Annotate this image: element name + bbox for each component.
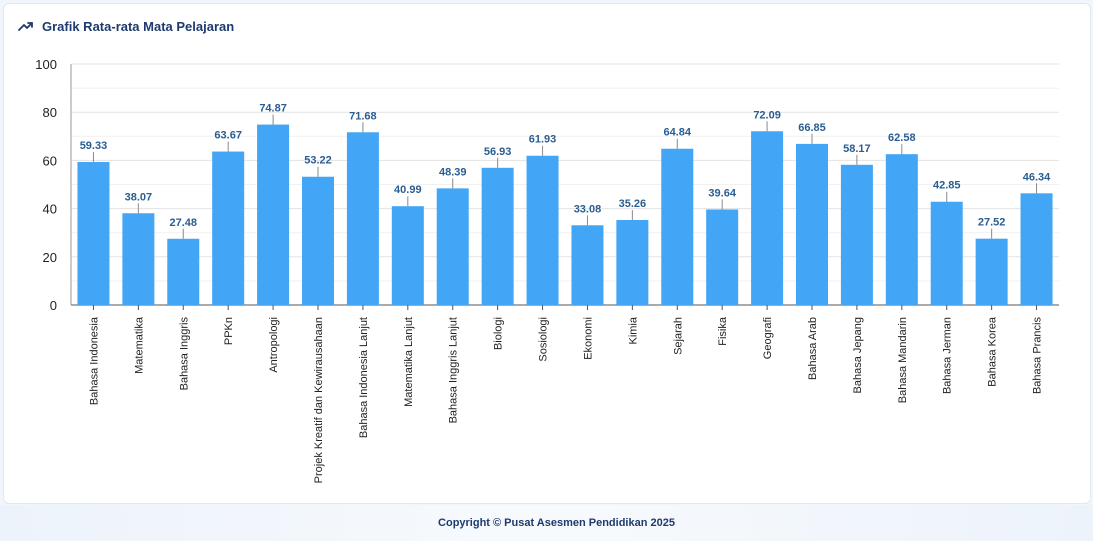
bar [616,220,649,305]
bar [796,143,828,305]
category-label: Sosiologi [538,317,550,362]
value-label: 71.68 [349,110,377,122]
value-label: 42.85 [933,180,961,192]
value-label: 40.99 [394,184,422,196]
category-label: Matematika [133,316,145,374]
value-label: 38.07 [125,191,153,203]
bar [302,176,334,305]
category-label: Bahasa Jepang [852,317,864,393]
category-label: Sejarah [672,317,684,355]
category-label: Kimia [627,316,639,344]
category-label: Bahasa Korea [987,316,999,387]
bar [751,131,784,305]
value-label: 46.34 [1023,171,1051,183]
bar-chart: 0 20 40 60 80 100 59.33 Bahasa Indonesia 38.07 Ma… [35,57,1059,483]
bar [661,148,694,305]
value-label: 66.85 [798,122,826,134]
bar [77,162,110,305]
copyright-text: Copyright © Pusat Asesmen Pendidikan 202… [438,517,675,529]
value-label: 33.08 [574,203,602,215]
bar [571,225,604,305]
trending-up-icon [18,22,33,31]
y-tick-label: 100 [35,57,57,72]
bar [930,201,963,305]
value-label: 27.52 [978,217,1006,229]
bar [526,155,559,305]
y-tick-label: 60 [43,153,57,168]
y-tick-label: 40 [43,202,57,217]
value-label: 74.87 [259,103,287,115]
footer: Copyright © Pusat Asesmen Pendidikan 202… [0,505,1093,541]
chart-title: Grafik Rata-rata Mata Pelajaran [42,18,235,34]
value-label: 53.22 [304,155,332,167]
bar [167,238,200,305]
value-label: 63.67 [214,130,242,142]
bar [706,209,739,305]
value-label: 58.17 [843,143,871,155]
category-label: Antropologi [268,317,280,373]
category-label: Matematika Lanjut [403,317,415,407]
category-label: Fisika [717,316,729,346]
bar [391,206,424,305]
value-label: 62.58 [888,132,916,144]
value-label: 39.64 [708,187,736,199]
bar [257,124,290,306]
category-label: Bahasa Inggris Lanjut [448,317,460,423]
bar [212,151,245,305]
value-label: 64.84 [664,127,692,139]
value-label: 56.93 [484,146,512,158]
category-label: Bahasa Arab [807,317,819,380]
bar [346,132,379,305]
value-label: 48.39 [439,166,467,178]
bar [975,238,1008,305]
category-label: PPKn [223,317,235,345]
category-label: Biologi [493,317,505,350]
y-tick-label: 20 [43,250,57,265]
y-tick-label: 80 [43,105,57,120]
bar [436,188,469,305]
value-label: 72.09 [753,109,781,121]
bar [1020,193,1053,305]
category-label: Bahasa Indonesia [88,316,100,405]
category-label: Bahasa Jerman [942,317,954,394]
value-label: 61.93 [529,134,557,146]
bar [122,213,155,305]
category-label: Bahasa Inggris [178,317,190,391]
bar [481,167,514,305]
category-label: Bahasa Mandarin [897,317,909,403]
value-label: 59.33 [80,140,108,152]
bar [840,164,873,305]
category-label: Bahasa Indonesia Lanjut [358,317,370,438]
value-label: 27.48 [170,217,198,229]
value-label: 35.26 [619,198,647,210]
bar [885,154,918,305]
category-label: Ekonomi [582,317,594,360]
category-label: Bahasa Prancis [1032,317,1044,395]
card-header: Grafik Rata-rata Mata Pelajaran [18,16,234,36]
category-label: Geografi [762,317,774,359]
y-tick-label: 0 [50,298,57,313]
category-label: Projek Kreatif dan Kewirausahaan [313,317,325,483]
